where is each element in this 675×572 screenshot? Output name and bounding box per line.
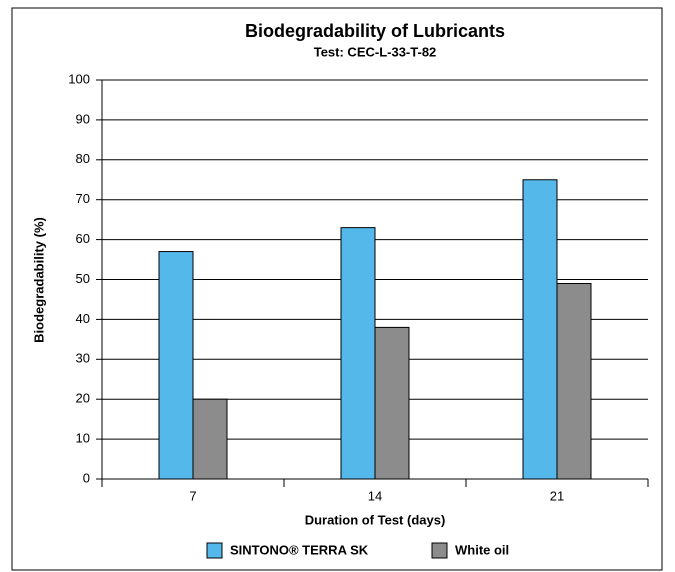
- bar: [522, 179, 558, 480]
- y-tick-label: 80: [76, 151, 90, 166]
- y-tick-label: 40: [76, 311, 90, 326]
- legend-label: White oil: [455, 542, 509, 557]
- legend-swatch: [206, 542, 223, 559]
- bar: [374, 326, 410, 480]
- legend-swatch: [431, 542, 448, 559]
- x-tick-label: 21: [550, 488, 564, 503]
- chart-subtitle: Test: CEC-L-33-T-82: [314, 44, 437, 59]
- x-tick-label: 14: [368, 488, 382, 503]
- y-tick-label: 0: [83, 470, 90, 485]
- y-tick-label: 100: [68, 71, 90, 86]
- bar: [158, 251, 194, 480]
- y-tick-label: 60: [76, 231, 90, 246]
- bar: [556, 282, 592, 480]
- chart-title: Biodegradability of Lubricants: [245, 21, 505, 41]
- legend-label: SINTONO® TERRA SK: [230, 542, 369, 557]
- y-tick-label: 30: [76, 351, 90, 366]
- x-tick-label: 7: [189, 488, 196, 503]
- y-tick-label: 50: [76, 271, 90, 286]
- x-axis-label: Duration of Test (days): [305, 512, 446, 527]
- y-tick-label: 70: [76, 191, 90, 206]
- y-tick-label: 10: [76, 431, 90, 446]
- y-tick-label: 90: [76, 111, 90, 126]
- bar: [192, 398, 228, 480]
- bar: [340, 227, 376, 480]
- y-tick-label: 20: [76, 391, 90, 406]
- y-axis-label: Biodegradability (%): [31, 217, 46, 343]
